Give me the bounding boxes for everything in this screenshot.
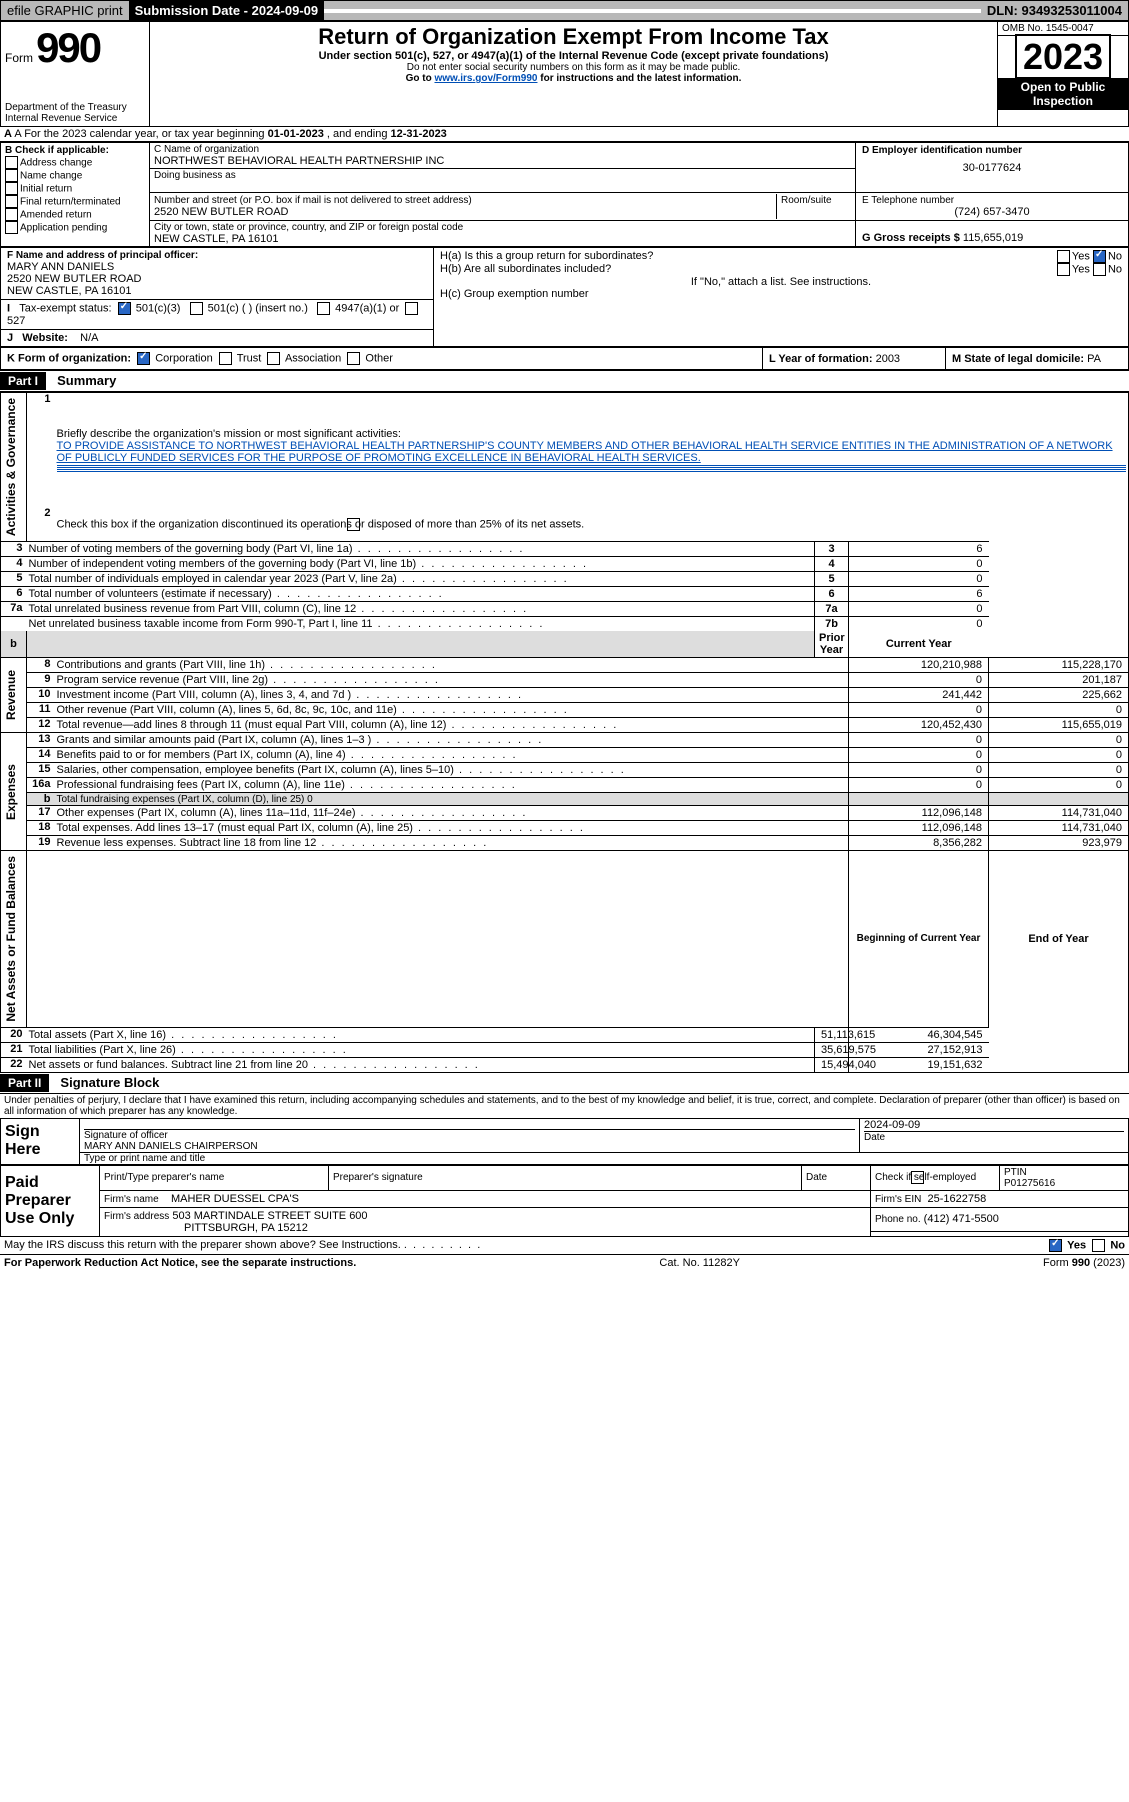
dept-treasury: Department of the Treasury: [5, 102, 145, 113]
ein-label: D Employer identification number: [862, 145, 1122, 156]
paid-preparer-block: Paid Preparer Use Only Print/Type prepar…: [0, 1165, 1129, 1237]
sign-date: 2024-09-09: [864, 1119, 1124, 1131]
firm-ein: 25-1622758: [927, 1193, 986, 1205]
part2-header: Part II: [0, 1074, 49, 1092]
street-label: Number and street (or P.O. box if mail i…: [154, 195, 772, 206]
submission-date: Submission Date - 2024-09-09: [129, 1, 325, 20]
vlabel-na: Net Assets or Fund Balances: [2, 852, 20, 1026]
org-form-block: K Form of organization: Corporation Trus…: [0, 347, 1129, 370]
mission-text[interactable]: TO PROVIDE ASSISTANCE TO NORTHWEST BEHAV…: [57, 440, 1113, 464]
tax-year: 2023: [1015, 34, 1111, 79]
officer-street: 2520 NEW BUTLER ROAD: [7, 273, 427, 285]
entity-info-block: B Check if applicable: Address change Na…: [0, 142, 1129, 247]
street: 2520 NEW BUTLER ROAD: [154, 206, 772, 218]
firm-address2: PITTSBURGH, PA 15212: [184, 1222, 308, 1234]
form-subtitle: Under section 501(c), 527, or 4947(a)(1)…: [154, 50, 993, 62]
dba-label: Doing business as: [154, 170, 851, 181]
open-to-public: Open to Public Inspection: [998, 78, 1128, 110]
form-header: Form 990 Department of the Treasury Inte…: [0, 21, 1129, 127]
part1-title: Summary: [49, 373, 116, 388]
irs: Internal Revenue Service: [5, 113, 145, 124]
officer-city: NEW CASTLE, PA 16101: [7, 285, 427, 297]
efile-label[interactable]: efile GRAPHIC print: [1, 1, 129, 20]
summary-table: Activities & Governance 1 Briefly descri…: [0, 392, 1129, 1073]
firm-address1: 503 MARTINDALE STREET SUITE 600: [172, 1210, 367, 1222]
box-b-header: B Check if applicable:: [5, 145, 145, 156]
dln: DLN: 93493253011004: [981, 1, 1128, 20]
form-label: Form: [5, 51, 33, 65]
sign-block: Sign Here Signature of officer MARY ANN …: [0, 1118, 1129, 1165]
room-label: Room/suite: [777, 194, 856, 219]
topbar: efile GRAPHIC print Submission Date - 20…: [0, 0, 1129, 21]
ssn-note: Do not enter social security numbers on …: [154, 62, 993, 73]
firm-name: MAHER DUESSEL CPA'S: [171, 1193, 299, 1205]
phone: (724) 657-3470: [862, 206, 1122, 218]
city-label: City or town, state or province, country…: [154, 222, 851, 233]
discuss-yes[interactable]: [1049, 1239, 1062, 1252]
instructions-link[interactable]: www.irs.gov/Form990: [434, 73, 537, 84]
discuss-no[interactable]: [1092, 1239, 1105, 1252]
website: N/A: [80, 332, 98, 344]
city: NEW CASTLE, PA 16101: [154, 233, 851, 245]
footer: For Paperwork Reduction Act Notice, see …: [0, 1255, 1129, 1271]
org-name-label: C Name of organization: [154, 144, 851, 155]
tax-year-line: A A For the 2023 calendar year, or tax y…: [0, 127, 1129, 142]
gross-receipts-label: G Gross receipts $: [862, 232, 960, 244]
officer-name: MARY ANN DANIELS: [7, 261, 427, 273]
officer-status-block: F Name and address of principal officer:…: [0, 247, 1129, 347]
part2-title: Signature Block: [52, 1075, 159, 1090]
officer-signature: MARY ANN DANIELS CHAIRPERSON: [84, 1141, 855, 1152]
org-name: NORTHWEST BEHAVIORAL HEALTH PARTNERSHIP …: [154, 155, 851, 167]
501c3-checkbox[interactable]: [118, 302, 131, 315]
gross-receipts: 115,655,019: [963, 232, 1023, 244]
phone-label: E Telephone number: [862, 195, 1122, 206]
form-number: 990: [36, 24, 100, 71]
ptin: P01275616: [1004, 1178, 1124, 1189]
perjury-text: Under penalties of perjury, I declare th…: [0, 1094, 1129, 1118]
firm-phone: (412) 471-5500: [924, 1213, 999, 1225]
part1-header: Part I: [0, 372, 46, 390]
form-title: Return of Organization Exempt From Incom…: [154, 24, 993, 50]
vlabel-ag: Activities & Governance: [2, 394, 20, 540]
ein: 30-0177624: [862, 156, 1122, 174]
